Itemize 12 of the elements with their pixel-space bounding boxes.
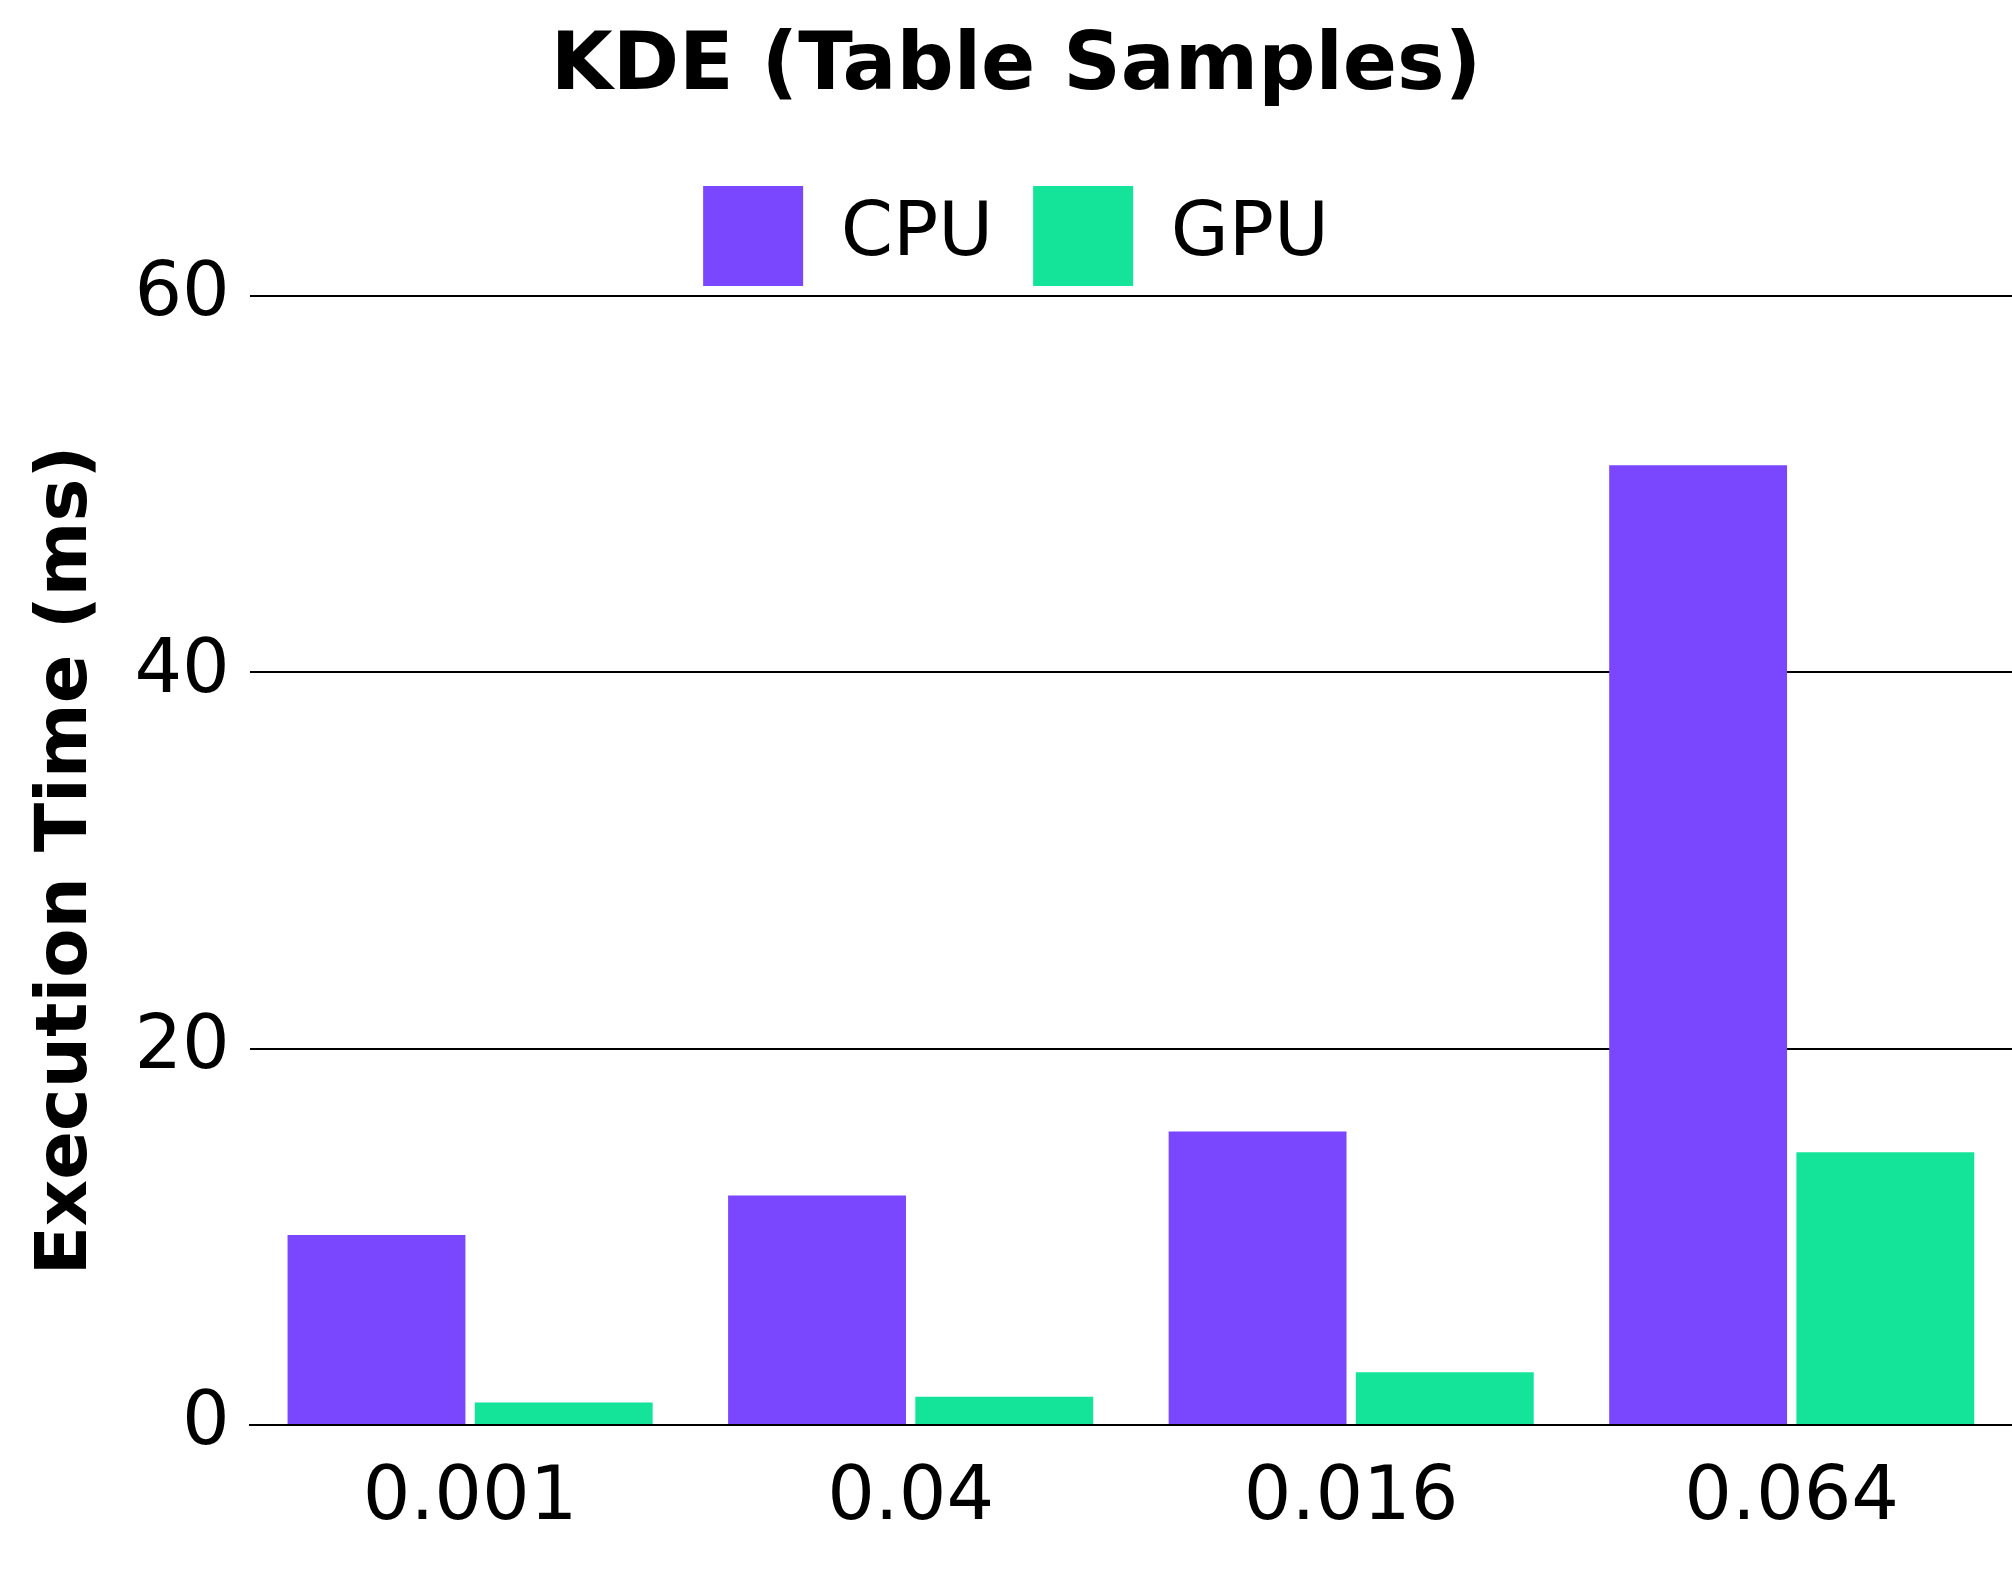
legend-label: GPU [1170,185,1329,274]
x-tick-label: 0.064 [1684,1449,1900,1538]
x-tick-label: 0.04 [827,1449,995,1538]
legend-label: CPU [840,185,994,274]
y-tick-label: 40 [134,621,230,710]
y-tick-label: 0 [182,1374,230,1463]
x-tick-label: 0.016 [1243,1449,1459,1538]
y-tick-label: 20 [134,998,230,1087]
y-axis-title: Execution Time (ms) [18,445,103,1276]
x-tick-label: 0.001 [362,1449,578,1538]
y-tick-label: 60 [134,245,230,334]
chart-title: KDE (Table Samples) [550,14,1482,108]
